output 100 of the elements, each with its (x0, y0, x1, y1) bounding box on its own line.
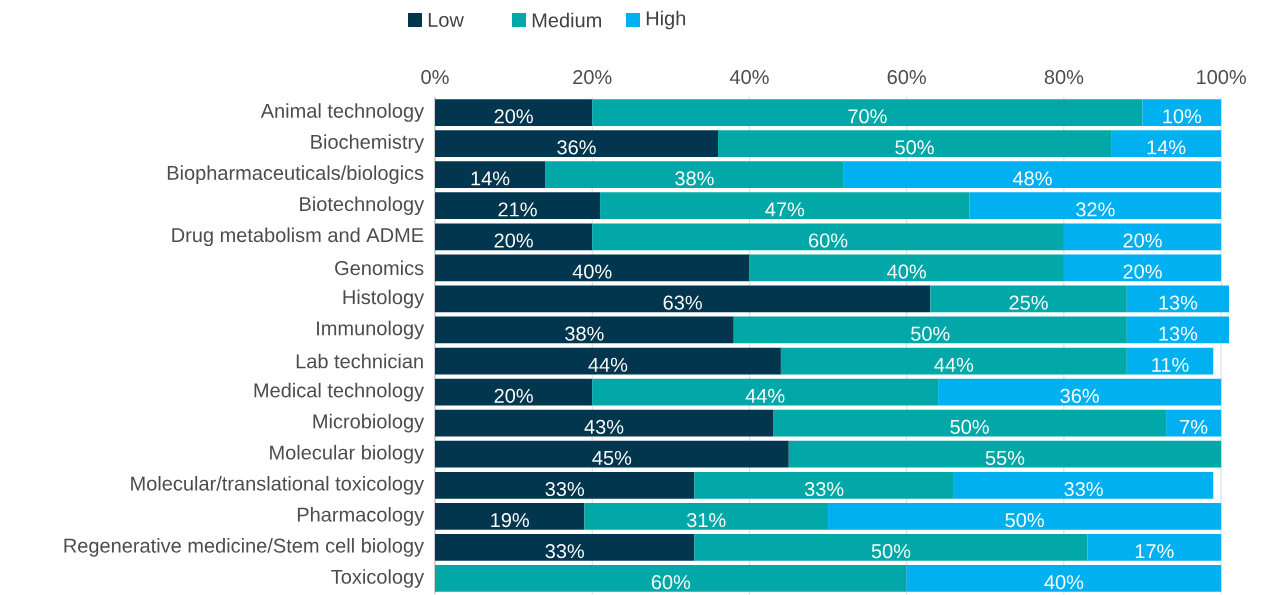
data-label: 33% (1064, 482, 1103, 497)
data-label: 19% (491, 513, 529, 528)
y-tick-label: Regenerative medicine/Stem cell biology (64, 538, 425, 557)
y-tick-label: Molecular/translational toxicology (131, 476, 425, 495)
bar (435, 347, 781, 375)
data-label: 21% (498, 202, 537, 217)
y-tick-label: Biotechnology (300, 196, 425, 216)
x-tick-label: 60% (887, 70, 926, 85)
x-tick-label: 40% (729, 70, 769, 85)
bar (953, 472, 1214, 499)
data-label: 36% (557, 140, 596, 155)
data-label: 33% (545, 544, 584, 559)
data-label: 63% (663, 295, 702, 310)
bar (733, 316, 1127, 344)
bar (592, 99, 1143, 127)
x-tick-label: 100% (1197, 70, 1246, 85)
bar (435, 285, 931, 313)
legend-label: High (646, 10, 686, 30)
bar (435, 441, 789, 468)
y-tick-label: Animal technology (260, 103, 425, 123)
y-tick-label: Histology (343, 289, 425, 309)
legend-label: Low (428, 13, 464, 28)
data-label: 50% (1005, 513, 1044, 528)
bar (718, 130, 1112, 158)
data-label: 44% (934, 357, 974, 372)
bar (592, 223, 1064, 251)
data-label: 60% (651, 575, 691, 590)
x-tick-label: 20% (573, 70, 612, 85)
bar (1063, 254, 1222, 282)
data-label: 40% (1044, 575, 1084, 590)
bar (592, 378, 939, 406)
data-label: 60% (809, 233, 848, 248)
y-tick-label: Microbiology (313, 414, 425, 433)
bar (435, 99, 593, 127)
bar (435, 565, 907, 593)
bar (435, 503, 585, 530)
data-label: 50% (871, 544, 911, 559)
bar (780, 347, 1127, 375)
y-tick-label: Pharmacology (297, 507, 425, 526)
data-label: 14% (1147, 140, 1186, 155)
bar (969, 192, 1222, 220)
bar (773, 410, 1167, 437)
x-tick-label: 80% (1044, 70, 1084, 85)
data-label: 31% (686, 513, 726, 528)
data-label: 20% (1123, 233, 1162, 248)
data-label: 40% (572, 264, 612, 279)
data-label: 38% (675, 171, 714, 186)
data-label: 47% (765, 202, 805, 217)
bar (1087, 534, 1222, 561)
bar (788, 441, 1222, 468)
data-label: 11% (1152, 357, 1189, 372)
data-label: 50% (895, 140, 934, 155)
bar (1126, 347, 1214, 375)
bar (435, 472, 695, 499)
bar (906, 565, 1222, 593)
bar (435, 316, 734, 344)
bar (1063, 223, 1222, 251)
data-label: 20% (494, 109, 533, 124)
bar (435, 130, 719, 158)
data-label: 44% (588, 357, 628, 372)
data-label: 43% (584, 420, 624, 435)
y-tick-label: Immunology (317, 320, 425, 340)
data-label: 17% (1135, 544, 1174, 559)
data-label: 70% (848, 109, 887, 124)
y-tick-label: Medical technology (254, 382, 425, 402)
y-tick-label: Drug metabolism and ADME (172, 227, 424, 247)
y-tick-label: Molecular biology (270, 445, 425, 464)
data-label: 48% (1012, 171, 1052, 186)
bar (1126, 316, 1229, 344)
bar (1166, 410, 1222, 437)
data-label: 33% (804, 482, 844, 497)
legend-label: Medium (532, 12, 601, 28)
bar (930, 285, 1127, 313)
data-label: 14% (471, 171, 510, 186)
data-label: 50% (911, 326, 950, 341)
data-label: 44% (745, 389, 785, 404)
bar (1142, 99, 1222, 127)
data-label: 7% (1180, 420, 1208, 435)
x-tick-label: 0% (421, 70, 449, 85)
data-label: 40% (887, 264, 926, 279)
y-tick-label: Toxicology (331, 569, 425, 588)
bar (828, 503, 1222, 530)
data-label: 13% (1159, 326, 1198, 341)
data-label: 13% (1159, 295, 1198, 310)
bar (1126, 285, 1229, 313)
data-label: 45% (592, 451, 632, 466)
data-label: 32% (1076, 202, 1115, 217)
data-label: 20% (494, 233, 533, 248)
data-label: 55% (985, 451, 1025, 466)
bar (843, 161, 1222, 189)
bar (435, 254, 750, 282)
y-tick-label: Lab technician (296, 353, 423, 369)
data-label: 20% (494, 388, 533, 404)
bar (545, 161, 844, 189)
data-label: 38% (565, 326, 604, 341)
bar (584, 503, 829, 530)
bar (694, 534, 1088, 561)
data-label: 20% (1123, 264, 1162, 279)
bar (694, 472, 954, 499)
data-label: 36% (1060, 388, 1099, 404)
